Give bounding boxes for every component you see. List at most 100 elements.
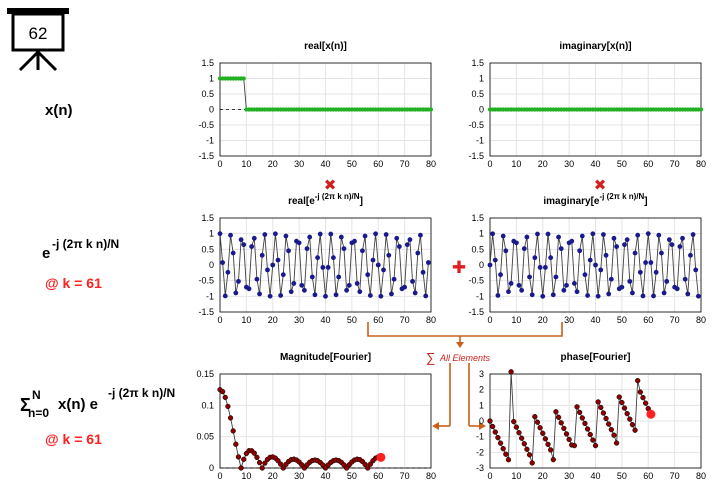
data-point [367, 293, 373, 298]
data-point [519, 287, 525, 293]
data-point [222, 293, 228, 299]
x-tick-label: 80 [426, 315, 436, 325]
data-point [630, 290, 635, 296]
x-tick-label: 30 [294, 315, 304, 325]
data-point [640, 293, 646, 299]
label-dft-sum: Σ N n=0 x(n) e -j (2π k n)/N [20, 386, 175, 420]
x-tick-label: 40 [590, 159, 600, 169]
x-tick-label: 10 [511, 471, 521, 481]
data-point [362, 461, 368, 468]
data-point [640, 394, 646, 401]
data-point [233, 441, 239, 447]
data-point [365, 465, 371, 471]
data-point [529, 292, 535, 298]
x-tick-label: 0 [487, 315, 492, 325]
data-point [648, 260, 654, 265]
data-point [521, 441, 527, 447]
data-point [254, 454, 260, 461]
data-point [593, 262, 598, 268]
data-point [642, 400, 649, 406]
data-point [492, 429, 498, 435]
x-tick-label: 40 [590, 471, 600, 481]
data-point [217, 231, 223, 237]
data-point [283, 233, 289, 239]
data-point [354, 281, 360, 286]
x-tick-label: 50 [347, 471, 357, 481]
data-point [336, 274, 342, 280]
data-point [236, 278, 241, 284]
data-point [608, 276, 614, 282]
y-tick-label: -0.5 [468, 120, 484, 130]
x-tick-label: 30 [564, 159, 574, 169]
y-tick-label: -0.5 [198, 120, 214, 130]
x-tick-label: 60 [373, 315, 383, 325]
data-point [410, 278, 415, 284]
x-tick-label: 10 [511, 159, 521, 169]
data-point [598, 404, 604, 411]
data-point [661, 290, 667, 296]
data-point [527, 274, 532, 280]
y-tick-label: 0 [479, 105, 484, 115]
x-tick-label: 50 [617, 471, 627, 481]
data-point [489, 423, 496, 430]
data-point [611, 432, 617, 438]
data-point [352, 238, 357, 244]
y-tick-label: -1 [206, 291, 214, 301]
chart-magnitude: Magnitude[Fourier] 0 10 20 30 40 50 60 70 80 0.15 0… [196, 352, 436, 481]
data-point [545, 231, 551, 237]
y-tick-label: -1.5 [198, 307, 214, 317]
data-point [428, 107, 434, 112]
data-point [230, 250, 236, 256]
data-point [579, 415, 585, 421]
x-tick-label: 70 [670, 471, 680, 481]
x-tick-label: 20 [538, 315, 548, 325]
data-point [548, 255, 554, 261]
data-point [690, 232, 696, 237]
data-point [622, 242, 627, 248]
data-point [487, 418, 493, 424]
data-point [312, 292, 318, 298]
data-point [396, 244, 402, 249]
data-point [497, 440, 504, 446]
data-point [344, 287, 349, 293]
label-exp-base: e [42, 245, 50, 262]
data-point [698, 107, 704, 112]
data-point [629, 422, 636, 428]
sum-sigma: Σ [20, 395, 31, 415]
data-point [375, 262, 381, 268]
x-tick-label: 80 [696, 315, 706, 325]
data-point [540, 293, 546, 299]
data-point [592, 442, 599, 449]
chart-title: imaginary[e-j (2π k n)/N] [543, 192, 647, 207]
data-point [394, 235, 400, 241]
data-point [659, 250, 664, 256]
x-tick-label: 20 [538, 471, 548, 481]
multiply-icon-2: ✖ [594, 177, 607, 194]
data-point [524, 234, 530, 240]
data-point [682, 276, 688, 282]
data-point [506, 289, 511, 295]
y-tick-label: -3 [476, 463, 484, 473]
data-point [651, 293, 656, 299]
data-point [222, 394, 228, 401]
data-point [381, 267, 386, 273]
data-point [333, 292, 339, 298]
data-point [577, 409, 583, 416]
x-tick-label: 50 [347, 315, 357, 325]
flow-arrows [367, 322, 563, 427]
x-tick-label: 20 [538, 159, 548, 169]
data-point [613, 440, 620, 446]
x-tick-label: 20 [268, 315, 278, 325]
x-tick-label: 20 [268, 471, 278, 481]
data-point [635, 378, 641, 384]
y-tick-label: -1 [476, 136, 484, 146]
data-point [425, 260, 431, 265]
data-point [412, 290, 418, 296]
data-point [270, 262, 276, 268]
data-point [495, 434, 501, 441]
data-point [505, 457, 512, 463]
data-point [585, 293, 590, 298]
data-point [516, 282, 522, 288]
data-point [584, 426, 591, 432]
data-point [529, 460, 535, 466]
